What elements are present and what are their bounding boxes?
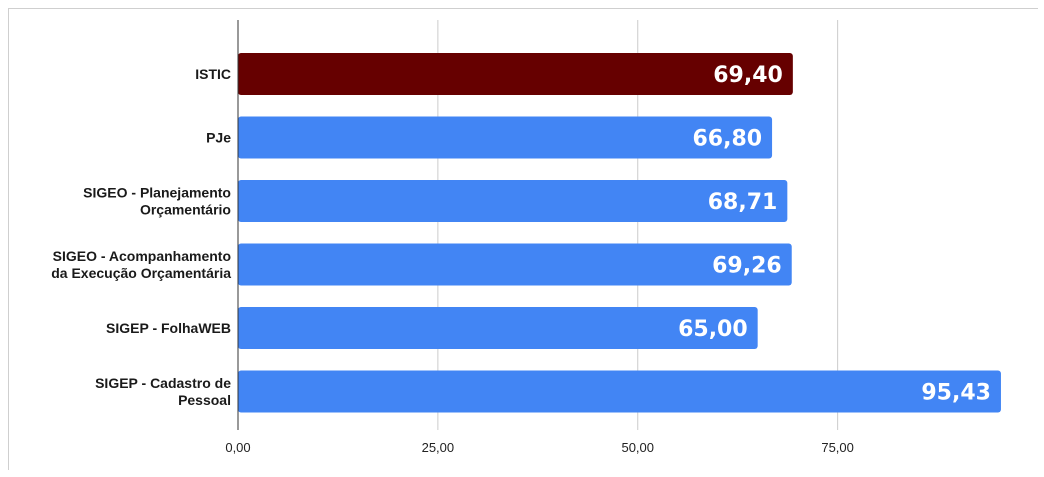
category-label-line: SIGEP - FolhaWEB bbox=[106, 320, 231, 336]
bar-2 bbox=[238, 180, 788, 222]
x-tick-label-0: 0,00 bbox=[225, 440, 250, 455]
category-label-line: ISTIC bbox=[195, 66, 231, 82]
x-tick-label-3: 75,00 bbox=[821, 440, 854, 455]
category-label-line: da Execução Orçamentária bbox=[51, 265, 231, 281]
value-label-0: 69,40 bbox=[713, 63, 783, 88]
x-tick-label-2: 50,00 bbox=[621, 440, 654, 455]
category-label-0: ISTIC bbox=[195, 66, 231, 82]
bar-1 bbox=[238, 116, 773, 159]
value-label-5: 95,43 bbox=[921, 381, 991, 406]
category-label-line: SIGEO - Planejamento bbox=[83, 185, 231, 201]
value-label-1: 66,80 bbox=[692, 127, 762, 152]
category-label-line: SIGEP - Cadastro de bbox=[95, 375, 231, 391]
category-label-3: SIGEO - Acompanhamento da Execução Orçame… bbox=[51, 248, 231, 281]
category-label-1: PJe bbox=[206, 130, 231, 146]
value-label-3: 69,26 bbox=[712, 254, 782, 279]
category-label-4: SIGEP - FolhaWEB bbox=[106, 320, 231, 336]
category-label-line: Pessoal bbox=[178, 392, 231, 408]
category-label-line: SIGEO - Acompanhamento bbox=[53, 248, 231, 264]
category-label-5: SIGEP - Cadastro de Pessoal bbox=[95, 375, 231, 408]
bar-4 bbox=[238, 307, 758, 349]
category-label-line: PJe bbox=[206, 130, 231, 146]
value-label-4: 65,00 bbox=[678, 317, 748, 342]
category-label-2: SIGEO - Planejamento Orçamentário bbox=[83, 185, 231, 218]
value-label-2: 68,71 bbox=[708, 190, 778, 215]
x-tick-label-1: 25,00 bbox=[422, 440, 455, 455]
bar-0 bbox=[238, 53, 793, 95]
category-label-line: Orçamentário bbox=[140, 202, 231, 218]
bar-5 bbox=[238, 370, 1001, 413]
bar-3 bbox=[238, 243, 792, 286]
